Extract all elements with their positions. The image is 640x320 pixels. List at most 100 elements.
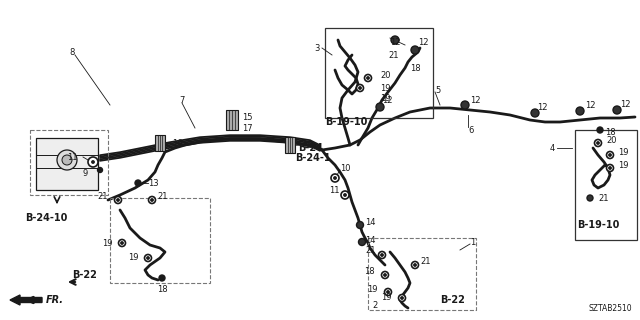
Circle shape bbox=[531, 109, 539, 117]
Bar bbox=[155, 135, 165, 151]
Text: 20: 20 bbox=[380, 70, 390, 79]
Text: 14: 14 bbox=[365, 218, 376, 227]
Circle shape bbox=[414, 264, 416, 266]
Circle shape bbox=[376, 103, 384, 111]
Circle shape bbox=[381, 271, 388, 278]
Circle shape bbox=[135, 180, 141, 186]
Circle shape bbox=[344, 194, 346, 196]
Circle shape bbox=[334, 177, 336, 179]
Circle shape bbox=[148, 196, 156, 204]
Text: 12: 12 bbox=[537, 102, 547, 111]
Text: 12: 12 bbox=[418, 37, 429, 46]
Circle shape bbox=[597, 127, 603, 133]
Text: 7: 7 bbox=[179, 95, 185, 105]
Circle shape bbox=[356, 221, 364, 228]
Text: 4: 4 bbox=[550, 143, 555, 153]
Circle shape bbox=[378, 252, 385, 259]
Text: 19: 19 bbox=[129, 253, 139, 262]
Circle shape bbox=[356, 84, 364, 92]
Circle shape bbox=[159, 275, 165, 281]
Circle shape bbox=[385, 289, 392, 295]
Circle shape bbox=[92, 161, 94, 163]
Text: 16: 16 bbox=[172, 139, 182, 148]
Circle shape bbox=[365, 75, 371, 82]
Text: 12: 12 bbox=[470, 95, 481, 105]
Circle shape bbox=[381, 254, 383, 256]
Bar bbox=[226, 110, 238, 130]
Circle shape bbox=[358, 238, 365, 245]
Text: 12: 12 bbox=[390, 37, 401, 46]
Text: 19: 19 bbox=[380, 93, 390, 102]
Circle shape bbox=[118, 239, 125, 246]
Text: B-19-10: B-19-10 bbox=[577, 220, 620, 230]
Bar bbox=[30, 130, 108, 195]
Text: B-22: B-22 bbox=[440, 295, 465, 305]
Circle shape bbox=[115, 196, 122, 204]
Text: 18: 18 bbox=[364, 268, 375, 276]
Circle shape bbox=[117, 199, 119, 201]
Circle shape bbox=[609, 167, 611, 169]
Text: 11: 11 bbox=[67, 153, 78, 162]
Text: 19: 19 bbox=[367, 285, 378, 294]
Text: B-24: B-24 bbox=[298, 143, 323, 153]
Text: 2: 2 bbox=[372, 300, 378, 309]
Circle shape bbox=[576, 107, 584, 115]
Circle shape bbox=[401, 297, 403, 299]
Text: 8: 8 bbox=[69, 47, 75, 57]
Text: 17: 17 bbox=[242, 124, 253, 132]
Text: 19: 19 bbox=[381, 293, 392, 302]
Text: B-24-10: B-24-10 bbox=[25, 213, 67, 223]
Text: 21: 21 bbox=[598, 194, 609, 203]
Circle shape bbox=[587, 195, 593, 201]
Circle shape bbox=[145, 254, 152, 261]
Text: SZTAB2510: SZTAB2510 bbox=[588, 304, 632, 313]
Text: 18: 18 bbox=[605, 127, 616, 137]
Circle shape bbox=[607, 151, 614, 158]
Text: 15: 15 bbox=[242, 113, 253, 122]
Circle shape bbox=[147, 257, 149, 259]
Text: 13: 13 bbox=[148, 179, 159, 188]
Text: 19: 19 bbox=[618, 148, 628, 156]
Bar bbox=[368, 238, 476, 310]
Text: B-24-1: B-24-1 bbox=[295, 153, 331, 163]
Circle shape bbox=[151, 199, 153, 201]
Text: 12: 12 bbox=[382, 95, 392, 105]
Text: 9: 9 bbox=[83, 169, 88, 178]
Circle shape bbox=[387, 291, 389, 293]
Text: 14: 14 bbox=[365, 236, 376, 244]
Circle shape bbox=[57, 150, 77, 170]
Circle shape bbox=[341, 191, 349, 199]
Text: 3: 3 bbox=[315, 44, 320, 52]
Text: 6: 6 bbox=[468, 125, 474, 134]
Bar bbox=[575, 130, 637, 240]
Circle shape bbox=[88, 157, 98, 167]
Text: 20: 20 bbox=[606, 135, 616, 145]
Circle shape bbox=[399, 294, 406, 301]
Text: 19: 19 bbox=[380, 84, 390, 92]
Circle shape bbox=[367, 77, 369, 79]
Text: 19: 19 bbox=[102, 238, 113, 247]
Circle shape bbox=[596, 142, 599, 144]
Text: B-19-10: B-19-10 bbox=[325, 117, 367, 127]
Text: 21: 21 bbox=[388, 51, 399, 60]
Circle shape bbox=[391, 36, 399, 44]
Bar bbox=[285, 137, 295, 153]
Bar bbox=[325, 28, 433, 118]
Circle shape bbox=[613, 106, 621, 114]
Text: 18: 18 bbox=[410, 63, 420, 73]
Text: 12: 12 bbox=[620, 100, 630, 108]
Circle shape bbox=[412, 261, 419, 268]
Circle shape bbox=[62, 155, 72, 165]
Text: 11: 11 bbox=[330, 186, 340, 195]
Text: 19: 19 bbox=[618, 161, 628, 170]
Text: 21: 21 bbox=[420, 258, 431, 267]
Text: 10: 10 bbox=[340, 164, 351, 172]
Circle shape bbox=[607, 164, 614, 172]
Text: FR.: FR. bbox=[46, 295, 64, 305]
Text: 21: 21 bbox=[157, 191, 168, 201]
Circle shape bbox=[595, 140, 602, 147]
Text: 16: 16 bbox=[302, 140, 312, 149]
FancyArrow shape bbox=[10, 295, 42, 305]
Circle shape bbox=[384, 274, 386, 276]
Bar bbox=[110, 198, 210, 283]
